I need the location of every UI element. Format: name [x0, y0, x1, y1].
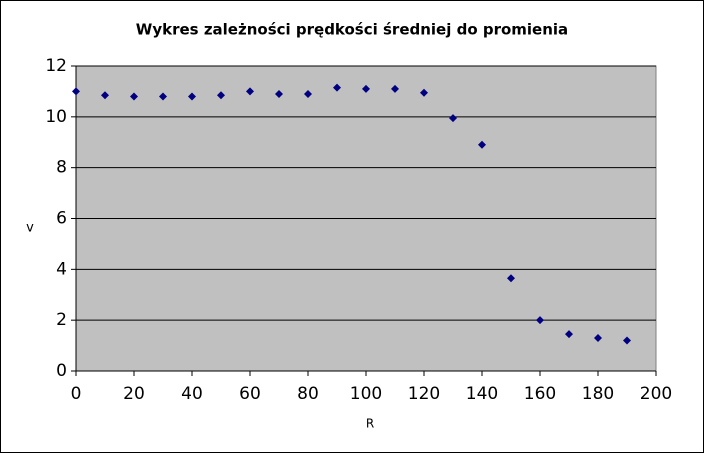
x-tick-label: 100	[350, 384, 382, 404]
x-tick-label: 200	[640, 384, 672, 404]
y-tick-label: 4	[56, 259, 67, 279]
x-tick-label: 140	[466, 384, 498, 404]
point	[304, 89, 312, 98]
y-tick-label: 12	[45, 56, 67, 76]
point	[536, 316, 544, 325]
x-axis-label: R	[366, 417, 374, 431]
point	[391, 84, 399, 93]
point	[565, 330, 573, 339]
x-tick-label: 160	[524, 384, 556, 404]
point	[507, 274, 515, 283]
x-tick-label: 0	[71, 384, 82, 404]
point	[246, 87, 254, 96]
point	[101, 91, 109, 100]
y-axis-label: v	[26, 221, 34, 236]
point	[130, 92, 138, 101]
x-tick-label: 20	[123, 384, 145, 404]
point	[594, 333, 602, 342]
x-tick-label: 60	[239, 384, 261, 404]
x-tick-label: 120	[408, 384, 440, 404]
y-tick-label: 6	[56, 209, 67, 229]
point	[623, 336, 631, 345]
point	[159, 92, 167, 101]
x-tick-label: 80	[297, 384, 319, 404]
point	[217, 91, 225, 100]
x-tick-label: 40	[181, 384, 203, 404]
y-tick-label: 8	[56, 158, 67, 178]
y-tick-label: 10	[45, 107, 67, 127]
point	[478, 140, 486, 149]
point	[333, 83, 341, 92]
point	[275, 89, 283, 98]
chart-title: Wykres zależności prędkości średniej do …	[136, 21, 568, 39]
x-tick-label: 180	[582, 384, 614, 404]
point	[188, 92, 196, 101]
point	[362, 84, 370, 93]
y-tick-label: 2	[56, 310, 67, 330]
y-tick-label: 0	[56, 361, 67, 381]
point	[420, 88, 428, 97]
point	[449, 114, 457, 123]
point	[72, 87, 80, 96]
